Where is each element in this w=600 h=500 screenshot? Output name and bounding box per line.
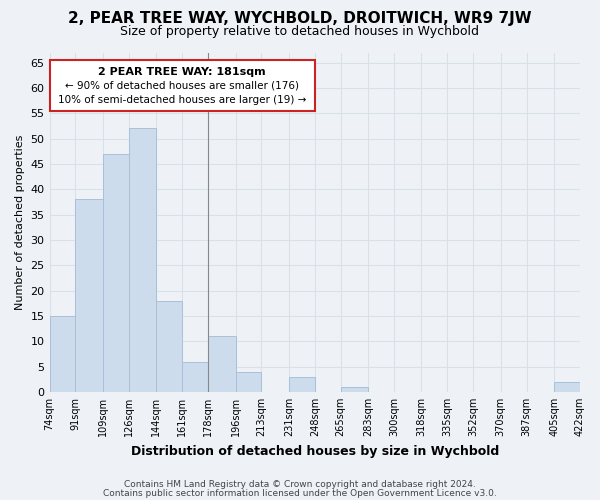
Text: Size of property relative to detached houses in Wychbold: Size of property relative to detached ho… <box>121 25 479 38</box>
Text: Contains public sector information licensed under the Open Government Licence v3: Contains public sector information licen… <box>103 488 497 498</box>
Text: 2 PEAR TREE WAY: 181sqm: 2 PEAR TREE WAY: 181sqm <box>98 68 266 78</box>
Bar <box>50 316 76 392</box>
X-axis label: Distribution of detached houses by size in Wychbold: Distribution of detached houses by size … <box>131 444 499 458</box>
Bar <box>341 387 368 392</box>
Bar <box>76 200 103 392</box>
FancyBboxPatch shape <box>50 60 315 111</box>
Bar <box>289 376 315 392</box>
Bar <box>103 154 129 392</box>
Text: Contains HM Land Registry data © Crown copyright and database right 2024.: Contains HM Land Registry data © Crown c… <box>124 480 476 489</box>
Bar <box>554 382 580 392</box>
Bar <box>182 362 208 392</box>
Bar <box>208 336 236 392</box>
Bar <box>156 300 182 392</box>
Text: ← 90% of detached houses are smaller (176): ← 90% of detached houses are smaller (17… <box>65 80 299 90</box>
Text: 10% of semi-detached houses are larger (19) →: 10% of semi-detached houses are larger (… <box>58 94 307 104</box>
Y-axis label: Number of detached properties: Number of detached properties <box>15 134 25 310</box>
Bar <box>236 372 262 392</box>
Bar <box>129 128 156 392</box>
Text: 2, PEAR TREE WAY, WYCHBOLD, DROITWICH, WR9 7JW: 2, PEAR TREE WAY, WYCHBOLD, DROITWICH, W… <box>68 11 532 26</box>
